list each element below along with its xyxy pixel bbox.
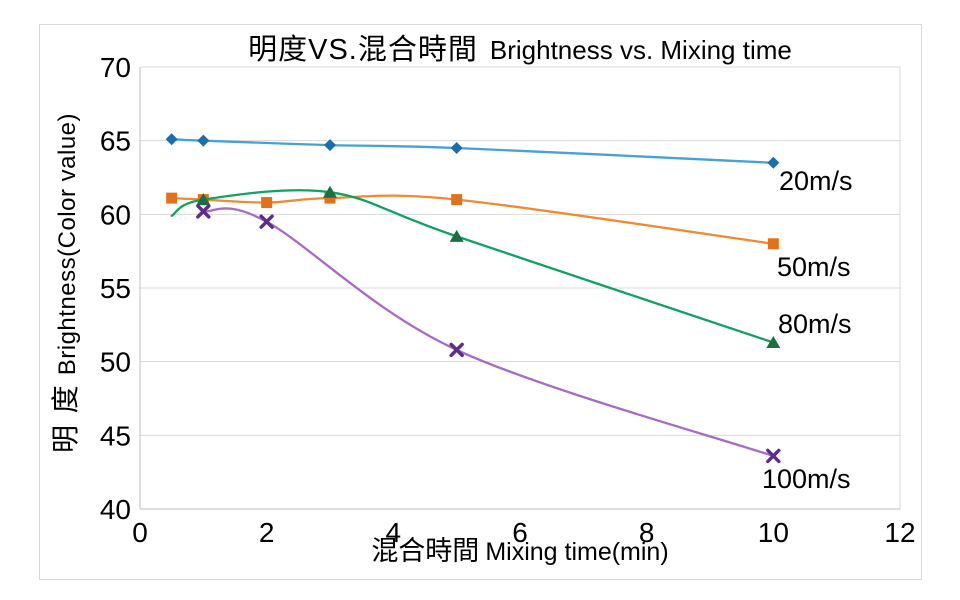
x-tick-label: 2	[259, 517, 275, 548]
y-axis-label-jp: 明 度	[50, 383, 81, 454]
series-label-80ms: 80m/s	[778, 309, 852, 339]
y-tick-label: 45	[100, 420, 131, 451]
x-tick-label: 0	[132, 517, 148, 548]
chart-title: 明度VS.混合時間 Brightness vs. Mixing time	[140, 26, 900, 68]
plot-frame	[39, 24, 922, 580]
series-marker-50ms	[324, 192, 336, 204]
series-marker-50ms	[166, 192, 178, 204]
series-marker-20ms	[450, 142, 463, 155]
series-marker-80ms	[449, 229, 464, 242]
chart-title-en: Brightness vs. Mixing time	[489, 35, 792, 65]
y-tick-label: 55	[100, 273, 131, 304]
series-label-100ms: 100m/s	[762, 464, 851, 494]
x-tick-label: 6	[512, 517, 528, 548]
series-marker-20ms	[324, 139, 336, 152]
x-tick-label: 4	[386, 517, 402, 548]
series-marker-20ms	[197, 134, 210, 147]
series-marker-20ms	[767, 156, 780, 169]
x-tick-label: 10	[758, 517, 789, 548]
series-marker-100ms	[259, 214, 274, 229]
x-tick-label: 8	[639, 517, 655, 548]
x-axis-label: 混合時間 Mixing time(min)	[140, 536, 900, 567]
y-tick-label: 50	[100, 347, 131, 378]
series-label-20ms: 20m/s	[779, 166, 853, 196]
series-line-20ms	[170, 138, 775, 164]
y-axis-label: 明 度 Brightness(Color value)	[48, 23, 84, 543]
series-marker-80ms	[766, 336, 781, 349]
series-marker-50ms	[767, 238, 779, 250]
series-marker-80ms	[196, 193, 211, 206]
series-marker-50ms	[261, 197, 273, 209]
y-tick-label: 40	[100, 494, 131, 525]
series-marker-50ms	[451, 194, 463, 206]
x-axis-label-jp: 混合時間	[371, 536, 480, 566]
y-axis-label-en: Brightness(Color value)	[54, 112, 81, 376]
series-marker-100ms	[449, 342, 464, 358]
series-marker-100ms	[766, 448, 781, 464]
series-line-100ms	[202, 207, 775, 458]
y-tick-label: 65	[100, 126, 131, 157]
x-tick-label: 12	[884, 517, 915, 548]
y-tick-label: 60	[100, 199, 131, 230]
series-marker-100ms	[196, 204, 211, 219]
chart-title-jp: 明度VS.混合時間	[248, 34, 478, 66]
y-tick-label: 70	[100, 52, 131, 83]
series-line-80ms	[170, 189, 775, 344]
x-axis-label-en: Mixing time(min)	[485, 538, 669, 566]
series-marker-20ms	[165, 133, 178, 146]
series-marker-80ms	[323, 185, 337, 198]
series-label-50ms: 50m/s	[777, 252, 851, 282]
